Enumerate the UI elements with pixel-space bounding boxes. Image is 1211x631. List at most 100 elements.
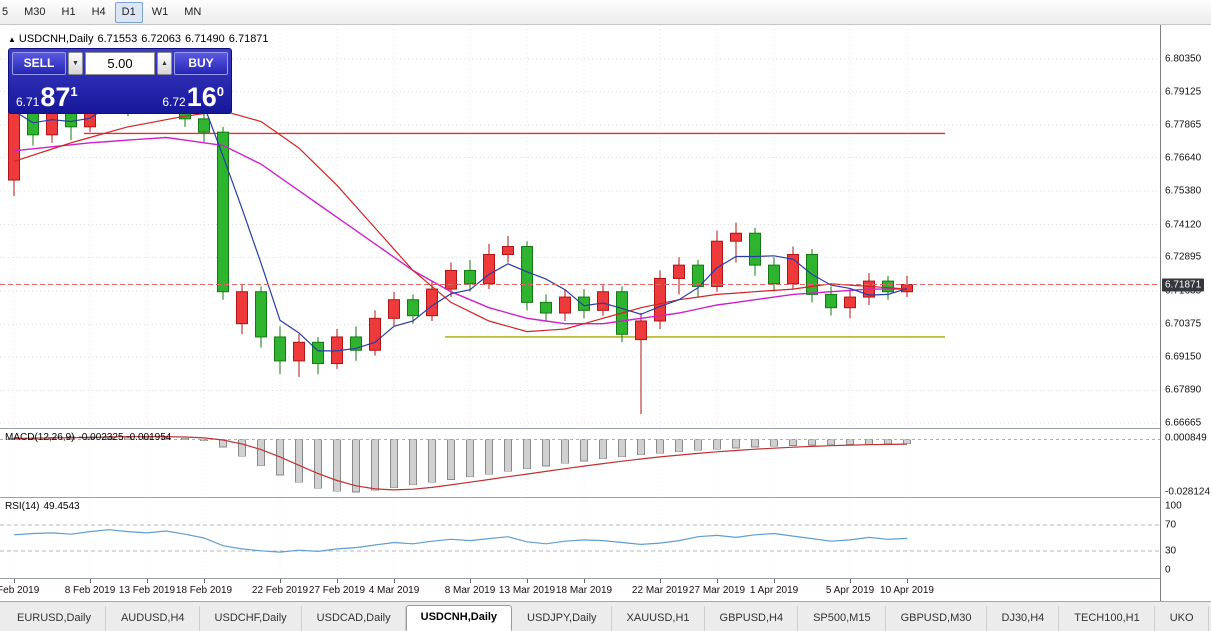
buy-price-prefix: 6.72 — [162, 95, 186, 109]
buy-price-pipette: 0 — [216, 84, 224, 99]
ohlc-low: 6.71490 — [185, 33, 225, 45]
panel-splitter[interactable] — [0, 497, 1211, 498]
macd-values: -0.002325 -0.001954 — [78, 432, 172, 443]
buy-button[interactable]: BUY — [174, 52, 228, 75]
ohlc-close: 6.71871 — [228, 33, 269, 45]
chart-tab-xauusd-h1[interactable]: XAUUSD,H1 — [612, 606, 705, 631]
sell-price-big: 87 — [40, 82, 71, 112]
price-tick-label: 6.80350 — [1165, 53, 1202, 65]
date-label: 5 Apr 2019 — [825, 585, 875, 596]
date-label: 4 Mar 2019 — [368, 585, 420, 596]
price-tick-label: 6.79125 — [1165, 86, 1202, 98]
date-label: 22 Mar 2019 — [631, 585, 689, 596]
date-label: 13 Mar 2019 — [498, 585, 556, 596]
sell-button[interactable]: SELL — [12, 52, 66, 75]
date-label: 18 Mar 2019 — [555, 585, 613, 596]
volume-increase-button[interactable]: ▲ — [157, 52, 172, 75]
date-tick-mark — [774, 579, 775, 583]
date-tick-mark — [14, 579, 15, 583]
rsi-label: RSI(14) 49.4543 — [5, 501, 84, 512]
price-gridlines — [0, 25, 1160, 428]
volume-input[interactable]: 5.00 — [85, 52, 155, 75]
date-tick-mark — [337, 579, 338, 583]
date-label: 8 Feb 2019 — [64, 585, 116, 596]
price-tick-label: 6.72895 — [1165, 251, 1202, 263]
chart-tabs-bar: EURUSD,Daily AUDUSD,H4 USDCHF,Daily USDCAD,… — [0, 601, 1211, 631]
timeframe-button-mn[interactable]: MN — [184, 5, 202, 18]
chart-tab-uko[interactable]: UKO — [1155, 606, 1209, 631]
rsi-value: 49.4543 — [43, 501, 80, 512]
collapse-triangle-icon[interactable]: ▲ — [8, 35, 16, 44]
ohlc-open: 6.71553 — [97, 33, 138, 45]
price-tick-label: 6.77865 — [1165, 119, 1202, 131]
chart-tab-usdcad-daily[interactable]: USDCAD,Daily — [302, 606, 406, 631]
current-price-badge: 6.71871 — [1162, 278, 1205, 292]
timeframe-button-d1[interactable]: D1 — [114, 1, 143, 23]
price-tick-label: 6.74120 — [1165, 219, 1202, 231]
price-tick-label: 6.69150 — [1165, 351, 1202, 363]
date-label: 1 Apr 2019 — [749, 585, 799, 596]
price-tick-label: 6.67890 — [1165, 384, 1202, 396]
rsi-name: RSI(14) — [5, 501, 40, 512]
timeframe-button-m30[interactable]: M30 — [24, 5, 46, 18]
date-tick-mark — [907, 579, 908, 583]
date-tick-mark — [204, 579, 205, 583]
chart-tab-usdjpy-daily[interactable]: USDJPY,Daily — [512, 606, 612, 631]
panel-splitter[interactable] — [0, 578, 1211, 579]
timeframe-button-h1[interactable]: H1 — [61, 5, 76, 18]
horizontal-level-lines[interactable] — [84, 132, 945, 338]
date-tick-mark — [280, 579, 281, 583]
date-tick-mark — [660, 579, 661, 583]
macd-tick-label: -0.028124 — [1165, 486, 1211, 498]
timeframe-button-w1[interactable]: W1 — [151, 5, 169, 18]
price-chart-panel[interactable]: ▲ USDCNH,Daily 6.71553 6.72063 6.71490 6.7187… — [0, 25, 1160, 428]
chart-tab-tech100-h1[interactable]: TECH100,H1 — [1059, 606, 1155, 631]
macd-panel[interactable]: MACD(12,26,9) -0.002325 -0.001954 — [0, 429, 1160, 497]
buy-price-big: 16 — [186, 82, 217, 112]
price-tick-label: 6.66665 — [1165, 417, 1202, 429]
chart-tab-gbpusd-h4[interactable]: GBPUSD,H4 — [705, 606, 799, 631]
chart-title: ▲ USDCNH,Daily 6.71553 6.72063 6.71490 6.7187… — [8, 33, 273, 45]
chart-tab-usdcnh-daily[interactable]: USDCNH,Daily — [405, 605, 513, 631]
sell-price-prefix: 6.71 — [16, 95, 40, 109]
candles-group — [8, 70, 913, 415]
buy-price[interactable]: 6.72160 — [162, 83, 224, 111]
chart-tab-eurusd-daily[interactable]: EURUSD,Daily — [2, 606, 106, 631]
rsi-tick-label: 70 — [1165, 519, 1177, 531]
chart-tab-sp500-m15[interactable]: SP500,M15 — [798, 606, 886, 631]
price-axis[interactable]: 6.80350 6.79125 6.77865 6.76640 6.75380 6.741… — [1160, 25, 1211, 601]
volume-decrease-button[interactable]: ▼ — [68, 52, 83, 75]
price-tick-label: 6.70375 — [1165, 318, 1202, 330]
panel-splitter[interactable] — [0, 428, 1211, 429]
date-label: 22 Feb 2019 — [251, 585, 309, 596]
rsi-panel[interactable]: RSI(14) 49.4543 — [0, 498, 1160, 578]
chart-tab-dj30-h4[interactable]: DJ30,H4 — [987, 606, 1060, 631]
date-tick-mark — [584, 579, 585, 583]
timeframe-button-5[interactable]: 5 — [2, 5, 9, 18]
chart-tab-audusd-h4[interactable]: AUDUSD,H4 — [106, 606, 200, 631]
chart-tab-gbpusd-m30[interactable]: GBPUSD,M30 — [886, 606, 987, 631]
macd-signal-line — [13, 435, 908, 491]
rsi-tick-label: 100 — [1165, 500, 1182, 512]
date-label: 10 Apr 2019 — [880, 585, 934, 596]
price-tick-label: 6.75380 — [1165, 185, 1202, 197]
sell-price[interactable]: 6.71871 — [16, 83, 78, 111]
rsi-chart — [0, 498, 1160, 578]
timeframe-button-h4[interactable]: H4 — [91, 5, 106, 18]
date-tick-mark — [470, 579, 471, 583]
chart-tab-usdchf-daily[interactable]: USDCHF,Daily — [200, 606, 302, 631]
moving-averages-group — [13, 89, 908, 352]
date-tick-mark — [90, 579, 91, 583]
macd-label: MACD(12,26,9) -0.002325 -0.001954 — [5, 432, 175, 443]
candlestick-chart — [0, 25, 1160, 428]
date-label: 4 Feb 2019 — [0, 585, 40, 596]
timeframe-toolbar: 5 M30 H1 H4 D1 W1 MN — [0, 0, 1211, 25]
price-tick-label: 6.76640 — [1165, 152, 1202, 164]
macd-tick-label: 0.000849 — [1165, 432, 1207, 444]
macd-name: MACD(12,26,9) — [5, 432, 75, 443]
date-tick-mark — [394, 579, 395, 583]
macd-chart — [0, 429, 1160, 497]
rsi-tick-label: 0 — [1165, 564, 1171, 576]
date-label: 27 Mar 2019 — [688, 585, 746, 596]
